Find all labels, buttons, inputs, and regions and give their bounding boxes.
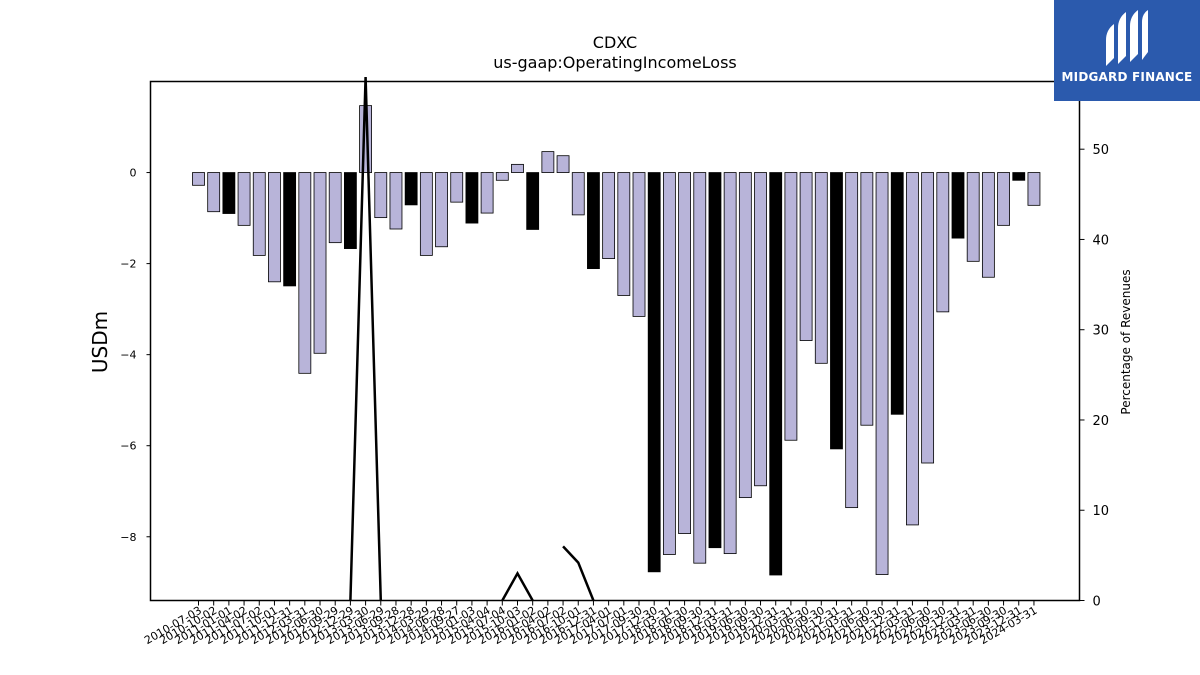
- logo-text: MIDGARD FINANCE: [1061, 70, 1193, 84]
- bar-2011-12-31: [283, 172, 297, 287]
- percentage-line: [562, 545, 595, 601]
- bar-2012-06-30: [313, 172, 327, 354]
- bar-2018-09-30: [693, 172, 707, 564]
- bar-2010-10-02: [207, 172, 221, 213]
- y-tick-label: −4: [120, 349, 136, 362]
- y2-tick-label: 30: [1093, 324, 1110, 339]
- y2-tick-label: 0: [1093, 595, 1101, 610]
- bar-2013-09-28: [389, 172, 403, 230]
- y-tick-label: −6: [120, 440, 136, 453]
- bar-2011-04-02: [237, 172, 251, 226]
- x-axis: 2010-07-032010-10-022011-01-012011-04-02…: [142, 600, 1039, 647]
- bar-2019-03-31: [723, 172, 737, 555]
- bar-2023-12-31: [1012, 172, 1026, 181]
- bar-2015-07-04: [495, 172, 509, 181]
- bar-2012-09-29: [328, 172, 342, 244]
- bar-2020-09-30: [814, 172, 828, 364]
- bar-2020-06-30: [799, 172, 813, 341]
- bar-2017-09-30: [632, 172, 646, 317]
- y2-axis-label: Percentage of Revenues: [1119, 269, 1133, 414]
- bar-2016-01-02: [526, 172, 540, 230]
- bar-2019-12-31: [769, 172, 783, 576]
- bar-2022-03-31: [906, 172, 919, 526]
- bar-2018-03-31: [662, 172, 676, 555]
- bar-2011-01-01: [222, 172, 236, 214]
- chart-subtitle: us-gaap:OperatingIncomeLoss: [493, 53, 737, 72]
- bar-2023-06-30: [981, 172, 995, 278]
- plot-area: [150, 81, 1080, 601]
- bar-2020-12-31: [830, 172, 843, 450]
- bar-2011-07-02: [252, 172, 266, 256]
- bar-2019-06-30: [738, 172, 752, 499]
- bar-2024-03-31: [1027, 172, 1041, 206]
- bar-2017-07-01: [617, 172, 631, 296]
- bar-2021-06-30: [860, 172, 874, 426]
- y2-tick-label: 20: [1093, 414, 1110, 429]
- midgard-logo-icon: [1106, 10, 1148, 66]
- plot-frame: [149, 80, 1081, 602]
- bar-2021-09-30: [875, 172, 889, 575]
- y-axis-label: USDm: [88, 311, 112, 373]
- bar-2017-04-01: [602, 172, 616, 259]
- y2-tick-label: 40: [1093, 233, 1110, 248]
- bar-2022-09-30: [936, 172, 950, 313]
- bar-2023-03-31: [966, 172, 980, 262]
- bar-2014-09-27: [450, 172, 464, 203]
- bar-2021-12-31: [890, 172, 904, 415]
- midgard-finance-logo: MIDGARD FINANCE: [1054, 0, 1200, 101]
- bars-layer: [192, 105, 1041, 576]
- bar-2022-06-30: [921, 172, 935, 464]
- bar-2016-07-02: [556, 155, 570, 173]
- bar-2014-06-28: [435, 172, 448, 248]
- y-axis-left: 0 −2 −4 −6 −8: [120, 167, 151, 544]
- bar-2011-10-01: [268, 172, 281, 283]
- bar-2013-06-29: [374, 172, 388, 219]
- bar-2017-12-30: [647, 172, 661, 573]
- bar-2015-04-04: [480, 172, 494, 214]
- bar-2019-09-30: [754, 172, 767, 487]
- bar-2018-06-30: [678, 172, 691, 534]
- bar-2018-12-31: [708, 172, 722, 549]
- bar-2012-12-29: [343, 172, 357, 249]
- bar-2020-03-31: [784, 172, 798, 441]
- bar-2016-12-31: [587, 172, 600, 270]
- bar-2015-01-03: [465, 172, 479, 224]
- y-tick-label: −8: [120, 531, 136, 544]
- bar-2012-03-31: [298, 172, 312, 374]
- y2-tick-label: 50: [1093, 143, 1110, 158]
- bar-2016-04-02: [541, 151, 555, 173]
- bar-2016-10-01: [571, 172, 585, 216]
- bar-2015-10-03: [511, 163, 524, 173]
- percentage-line: [349, 76, 383, 601]
- bar-2013-12-28: [404, 172, 418, 206]
- bar-2021-03-31: [845, 172, 859, 509]
- bar-2022-12-31: [951, 172, 965, 239]
- chart-title: CDXC: [593, 33, 637, 52]
- y-axis-right: 0 10 20 30 40 50: [1079, 143, 1110, 610]
- y2-tick-label: 10: [1093, 504, 1110, 519]
- bar-2010-07-03: [192, 172, 205, 186]
- bar-2023-09-30: [997, 172, 1010, 226]
- percentage-line: [501, 570, 534, 602]
- y-tick-label: 0: [130, 167, 137, 180]
- line-layer: [349, 76, 595, 602]
- bar-2014-03-29: [419, 172, 433, 256]
- y-tick-label: −2: [120, 258, 136, 271]
